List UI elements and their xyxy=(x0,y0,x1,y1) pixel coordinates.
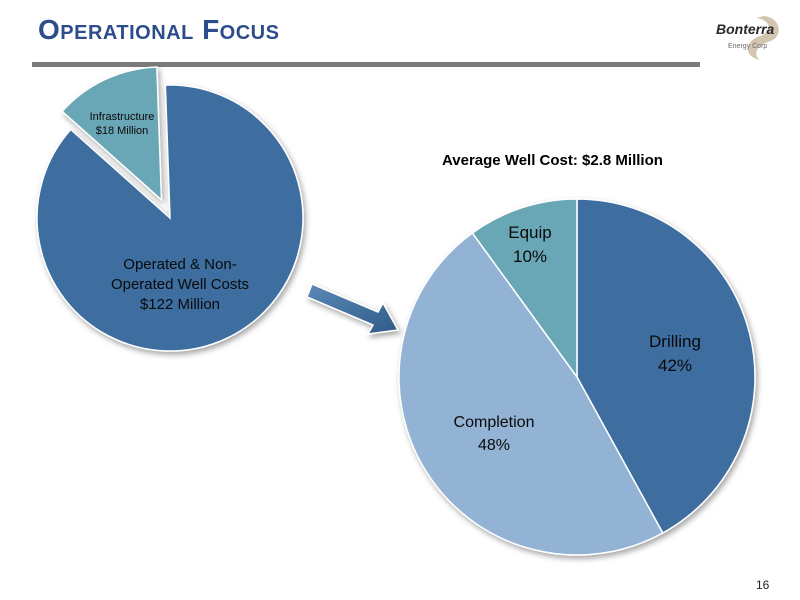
arrow-icon xyxy=(306,283,400,335)
transition-arrow xyxy=(306,283,400,335)
right-pie-labels: Drilling 42% Completion 48% Equip 10% xyxy=(454,223,701,454)
right-pie-slice-2 xyxy=(471,198,578,380)
left-label-operated-line3: $122 Million xyxy=(140,296,220,313)
right-percent-drilling: 42% xyxy=(658,356,692,375)
left-label-operated-line1: Operated & Non- xyxy=(123,256,236,273)
right-percent-equip: 10% xyxy=(513,247,547,266)
page-number: 16 xyxy=(756,578,770,592)
company-logo: Bonterra Energy Corp xyxy=(716,16,779,60)
logo-text-main: Bonterra xyxy=(716,21,775,37)
left-pie-labels: Operated & Non- Operated Well Costs $122… xyxy=(90,111,249,313)
left-pie-slice-1 xyxy=(61,66,163,202)
right-pie-slice-0 xyxy=(576,198,756,535)
left-pie-slice-0 xyxy=(36,84,304,352)
right-pie-chart xyxy=(398,198,756,556)
slide-title: Operational Focus xyxy=(38,14,280,45)
left-label-infra-line2: $18 Million xyxy=(96,125,149,137)
right-label-drilling: Drilling xyxy=(649,332,701,351)
left-pie-chart xyxy=(36,66,304,352)
right-label-completion: Completion xyxy=(454,414,535,431)
title-rule xyxy=(32,62,700,67)
left-label-infra-line1: Infrastructure xyxy=(90,111,155,123)
right-pie-slice-1 xyxy=(398,231,664,556)
left-label-operated-line2: Operated Well Costs xyxy=(111,276,249,293)
right-chart-title: Average Well Cost: $2.8 Million xyxy=(442,152,663,169)
right-label-equip: Equip xyxy=(508,223,551,242)
logo-swirl xyxy=(747,16,779,60)
right-percent-completion: 48% xyxy=(478,437,510,454)
logo-text-sub: Energy Corp xyxy=(728,43,767,50)
